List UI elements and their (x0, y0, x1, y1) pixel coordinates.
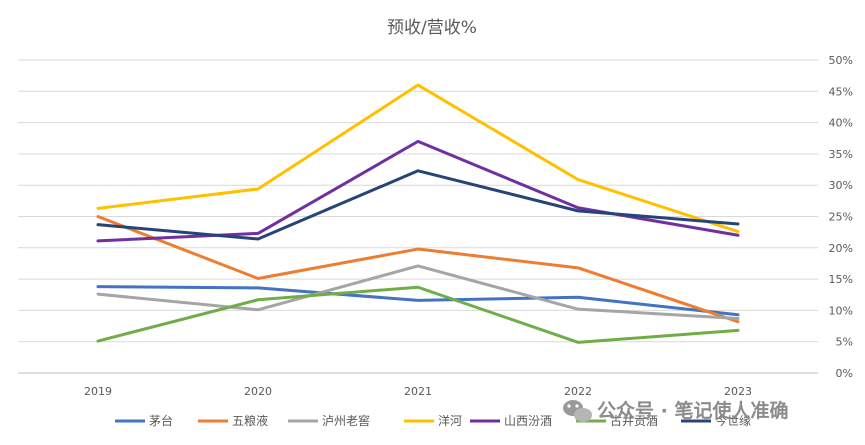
y-axis: 0% 5% 10% 15% 20% 25% 30% 35% 40% 45% 50% (829, 54, 853, 380)
grid (18, 59, 818, 374)
y-tick-label: 10% (829, 304, 853, 317)
watermark: 公众号 · 笔记使人准确 (563, 399, 788, 422)
y-tick-label: 5% (836, 336, 853, 349)
legend-item: 五粮液 (198, 413, 268, 428)
y-tick-label: 40% (829, 117, 853, 130)
y-tick-label: 15% (829, 273, 853, 286)
wechat-icon (563, 400, 592, 422)
y-tick-label: 35% (829, 148, 853, 161)
series-lines (96, 83, 740, 344)
y-tick-label: 0% (836, 367, 853, 380)
legend-label: 古井贡酒 (610, 413, 658, 428)
x-tick-label: 2022 (564, 385, 592, 398)
legend-item: 泸州老窖 (288, 413, 370, 428)
series-line (96, 169, 740, 241)
x-tick-label: 2023 (724, 385, 752, 398)
watermark-text: 公众号 · 笔记使人准确 (597, 399, 788, 422)
series-line (96, 285, 740, 344)
y-tick-label: 30% (829, 179, 853, 192)
x-tick-label: 2020 (244, 385, 272, 398)
legend-item: 山西汾酒 (470, 414, 552, 428)
legend-item: 今世缘 (681, 413, 751, 428)
legend-label: 今世缘 (715, 413, 751, 428)
legend-label: 山西汾酒 (504, 414, 552, 428)
series-line (96, 83, 740, 234)
chart-title: 预收/营收% (387, 18, 477, 38)
series-line (96, 264, 740, 321)
series-line (96, 139, 740, 243)
x-tick-label: 2019 (84, 385, 112, 398)
series-line (96, 285, 740, 317)
legend-item: 茅台 (115, 413, 173, 428)
y-tick-label: 45% (829, 85, 853, 98)
legend-item: 洋河 (404, 413, 462, 428)
x-axis: 2019 2020 2021 2022 2023 (84, 385, 752, 398)
x-tick-label: 2021 (404, 385, 432, 398)
legend-label: 五粮液 (232, 413, 268, 428)
legend-label: 茅台 (149, 413, 173, 428)
legend: 茅台 五粮液 泸州老窖 洋河 山西汾酒 古井贡酒 今世缘 (115, 413, 751, 428)
legend-label: 洋河 (438, 413, 462, 428)
series-line (96, 215, 740, 324)
y-tick-label: 20% (829, 242, 853, 255)
legend-label: 泸州老窖 (322, 413, 370, 428)
y-tick-label: 25% (829, 211, 853, 224)
y-tick-label: 50% (829, 54, 853, 67)
